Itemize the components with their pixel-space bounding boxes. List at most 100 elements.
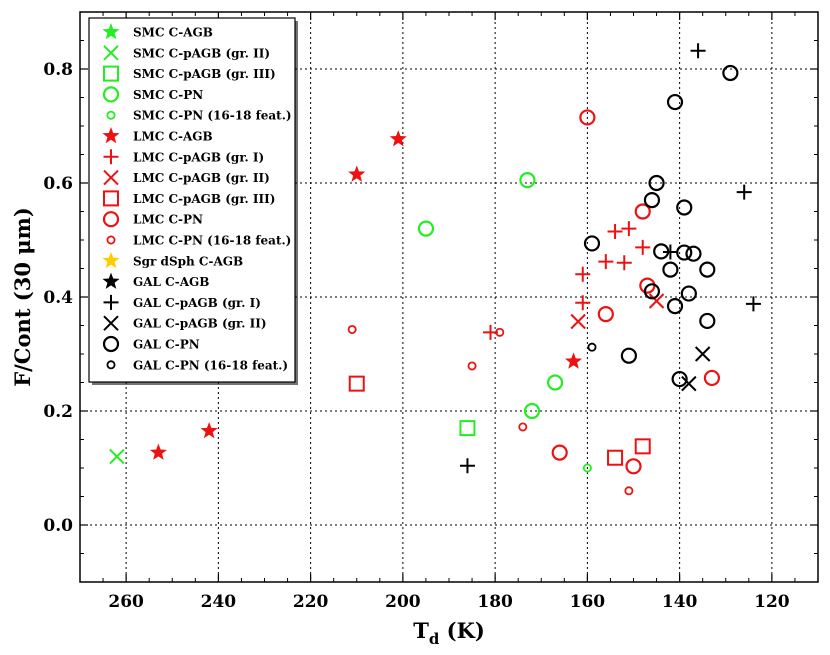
data-point-gal-c-pn xyxy=(676,244,693,261)
legend-marker-lmc-c-pagb-gr-ii xyxy=(103,169,119,186)
data-point-lmc-c-pn xyxy=(597,306,614,323)
legend-marker-smc-c-pn-16-18-feat xyxy=(106,110,116,120)
series-lmc-c-pn-16-18-feat xyxy=(347,324,634,496)
y-tick-label: 0.8 xyxy=(43,60,73,80)
data-point-lmc-c-agb xyxy=(564,352,583,369)
data-point-gal-c-pn xyxy=(643,283,661,300)
series-lmc-c-pagb-gr-iii xyxy=(348,375,651,466)
series-lmc-c-pagb-gr-ii xyxy=(570,293,665,330)
legend-entry-smc-c-pn: SMC C-PN xyxy=(102,86,203,103)
legend-label: GAL C-AGB xyxy=(133,275,209,289)
legend-marker-gal-c-pagb-gr-i xyxy=(103,294,119,310)
series-smc-c-pagb-gr-ii xyxy=(109,448,125,465)
data-point-lmc-c-agb xyxy=(149,443,167,460)
x-tick-label: 120 xyxy=(754,592,790,612)
data-points xyxy=(109,43,761,496)
series-smc-c-pn xyxy=(417,172,564,420)
legend-marker-lmc-c-pn-16-18-feat xyxy=(106,235,116,245)
legend-entry-gal-c-pagb-gr-ii: GAL C-pAGB (gr. II) xyxy=(103,315,267,331)
x-axis-title-subscript: d xyxy=(429,630,440,648)
data-point-lmc-c-agb xyxy=(348,165,366,182)
legend-label: GAL C-pAGB (gr. II) xyxy=(133,317,267,331)
data-point-gal-c-pn-16-18-feat xyxy=(587,342,597,352)
axis-ticks xyxy=(80,11,818,583)
data-point-smc-c-pn xyxy=(523,402,541,420)
data-point-lmc-c-pagb-gr-ii xyxy=(570,313,586,330)
series-smc-c-pagb-gr-iii xyxy=(459,420,476,437)
data-point-lmc-c-pagb-gr-i xyxy=(616,255,632,271)
data-point-gal-c-pn xyxy=(662,261,679,278)
legend-marker-lmc-c-pn xyxy=(102,211,120,228)
legend-label: LMC C-PN xyxy=(133,213,203,227)
legend-entry-gal-c-pagb-gr-i: GAL C-pAGB (gr. I) xyxy=(103,294,261,310)
legend-marker-gal-c-pn-16-18-feat xyxy=(106,360,116,370)
y-tick-label: 0.4 xyxy=(43,288,73,308)
x-tick-label: 220 xyxy=(293,592,329,612)
data-point-gal-c-pn xyxy=(699,261,716,278)
data-point-gal-c-pn xyxy=(685,245,702,262)
legend-entry-gal-c-pn: GAL C-PN xyxy=(102,335,200,353)
legend-entry-smc-c-agb: SMC C-AGB xyxy=(102,23,213,40)
x-tick-label: 160 xyxy=(570,592,606,612)
series-lmc-c-pn xyxy=(551,109,721,475)
y-tick-label: 0.0 xyxy=(43,516,73,536)
data-point-lmc-c-pagb-gr-i xyxy=(575,266,591,282)
data-point-lmc-c-pagb-gr-ii xyxy=(648,293,665,309)
legend-marker-lmc-c-agb xyxy=(102,127,120,144)
data-point-lmc-c-agb xyxy=(389,130,407,147)
legend-marker-gal-c-pagb-gr-ii xyxy=(103,315,119,331)
tick-labels: 260 240 220 200 180 160 140 120 0.0 0.2 0.4 0.6 0.8 xyxy=(43,60,789,612)
data-point-smc-c-pn xyxy=(546,374,564,391)
data-point-lmc-c-pn xyxy=(625,458,642,475)
legend-marker-smc-c-pn xyxy=(102,86,120,103)
data-point-smc-c-pn-16-18-feat xyxy=(582,463,592,473)
y-tick-label: 0.2 xyxy=(43,402,73,422)
legend-label: LMC C-PN (16-18 feat.) xyxy=(133,234,291,248)
legend-label: GAL C-PN xyxy=(133,338,200,352)
data-point-gal-c-pn xyxy=(648,174,665,192)
data-point-gal-c-pn xyxy=(653,243,670,260)
legend-marker-gal-c-agb xyxy=(102,272,120,289)
legend-label: SMC C-pAGB (gr. III) xyxy=(133,67,276,81)
legend-marker-lmc-c-pagb-gr-i xyxy=(103,149,119,165)
data-point-lmc-c-pn xyxy=(579,109,596,126)
legend-box xyxy=(88,17,296,383)
x-axis-title: Td (K) xyxy=(413,618,485,648)
data-point-lmc-c-pagb-gr-i xyxy=(575,295,591,311)
data-point-gal-c-pn xyxy=(666,298,684,315)
x-tick-label: 240 xyxy=(201,592,237,612)
legend-items: SMC C-AGB SMC C-pAGB (gr. II) SMC C-pAGB (… xyxy=(102,23,292,372)
data-point-smc-c-pn xyxy=(519,172,536,189)
data-point-smc-c-pagb-gr-ii xyxy=(109,448,125,465)
legend-entry-lmc-c-pagb-gr-iii: LMC C-pAGB (gr. III) xyxy=(103,190,275,207)
legend-label: SMC C-PN xyxy=(133,88,203,102)
x-axis-title-main: T xyxy=(413,618,429,643)
legend-label: SMC C-AGB xyxy=(133,26,213,40)
legend-label: LMC C-pAGB (gr. II) xyxy=(133,171,270,185)
data-point-gal-c-pagb-gr-ii xyxy=(694,346,711,362)
series-lmc-c-agb xyxy=(149,130,583,460)
legend-label: SMC C-pAGB (gr. II) xyxy=(133,46,270,60)
data-point-gal-c-pagb-gr-i xyxy=(662,244,678,260)
legend-marker-smc-c-pagb-gr-ii xyxy=(103,45,119,61)
legend-entry-lmc-c-pagb-gr-ii: LMC C-pAGB (gr. II) xyxy=(103,169,270,186)
data-point-gal-c-pagb-gr-ii xyxy=(681,375,697,392)
legend-label: LMC C-pAGB (gr. III) xyxy=(133,192,275,206)
data-point-gal-c-pn xyxy=(671,370,688,388)
x-tick-label: 200 xyxy=(385,592,421,612)
data-point-lmc-c-pn xyxy=(703,369,721,387)
data-point-lmc-c-pagb-gr-iii xyxy=(634,438,651,455)
legend-label: SMC C-PN (16-18 feat.) xyxy=(133,109,292,123)
data-point-lmc-c-pagb-gr-iii xyxy=(348,375,365,392)
data-point-lmc-c-pn-16-18-feat xyxy=(518,422,528,432)
y-axis-title: F/Cont (30 μm) xyxy=(10,207,35,387)
legend-entry-smc-c-pagb-gr-iii: SMC C-pAGB (gr. III) xyxy=(103,65,276,82)
x-tick-label: 140 xyxy=(662,592,698,612)
x-axis-title-unit: (K) xyxy=(439,618,484,643)
legend-entry-lmc-c-pn-16-18-feat: LMC C-PN (16-18 feat.) xyxy=(106,234,291,248)
data-point-gal-c-pagb-gr-i xyxy=(690,43,706,59)
legend-label: LMC C-pAGB (gr. I) xyxy=(133,150,264,164)
data-point-lmc-c-pn xyxy=(551,444,568,461)
data-point-gal-c-pn xyxy=(643,192,661,209)
